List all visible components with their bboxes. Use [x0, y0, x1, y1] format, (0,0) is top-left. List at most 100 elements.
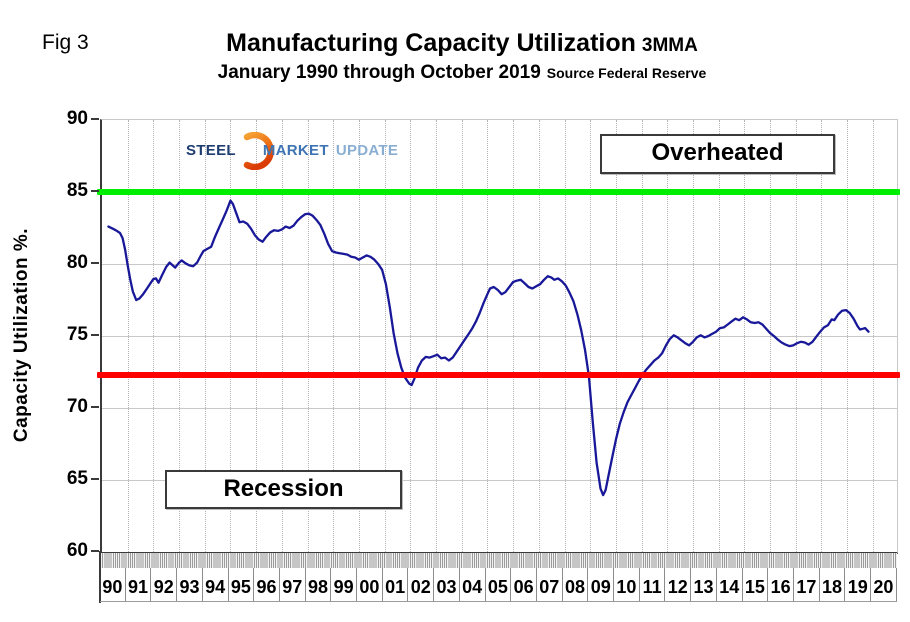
y-tick-85 — [91, 190, 99, 192]
v-gridline-2001 — [384, 120, 386, 552]
logo-crescent-icon — [243, 132, 274, 170]
y-tick-label-85: 85 — [66, 180, 88, 201]
y-axis-line-extension — [99, 551, 101, 603]
v-gridline-1997 — [281, 120, 283, 552]
v-gridline-2011 — [641, 120, 643, 552]
x-tick-label-18: 18 — [820, 568, 846, 601]
x-tick-label-95: 95 — [229, 568, 255, 601]
chart-title-main: Manufacturing Capacity Utilization — [226, 29, 636, 57]
v-gridline-1994 — [204, 120, 206, 552]
v-gridline-2010 — [615, 120, 617, 552]
x-tick-label-90: 90 — [100, 568, 126, 601]
v-gridline-2000 — [358, 120, 360, 552]
y-tick-label-75: 75 — [66, 324, 88, 345]
chart-title: Manufacturing Capacity Utilization 3MMA — [0, 29, 910, 58]
v-gridline-2008 — [564, 120, 566, 552]
y-tick-65 — [91, 478, 99, 480]
y-tick-80 — [91, 262, 99, 264]
h-gridline-70 — [102, 407, 897, 409]
x-tick-label-14: 14 — [717, 568, 743, 601]
v-gridline-2014 — [718, 120, 720, 552]
v-gridline-2009 — [590, 120, 592, 552]
v-gridline-2018 — [821, 120, 823, 552]
x-tick-label-99: 99 — [331, 568, 358, 601]
x-tick-label-15: 15 — [743, 568, 769, 601]
figure-label: Fig 3 — [42, 31, 89, 54]
y-tick-70 — [91, 406, 99, 408]
v-gridline-2003 — [436, 120, 438, 552]
y-tick-label-70: 70 — [66, 396, 88, 417]
logo-word-steel: STEEL — [186, 142, 236, 159]
v-gridline-2006 — [513, 120, 515, 552]
x-tick-label-20: 20 — [871, 568, 897, 601]
v-gridline-2012 — [667, 120, 669, 552]
x-tick-label-06: 06 — [511, 568, 537, 601]
x-tick-label-11: 11 — [640, 568, 666, 601]
x-tick-label-01: 01 — [383, 568, 409, 601]
x-axis-monthly-tick-band — [100, 553, 897, 568]
x-tick-label-05: 05 — [486, 568, 512, 601]
recession-label-box: Recession — [165, 470, 402, 509]
logo-word-market: MARKET — [262, 142, 329, 159]
v-gridline-2020 — [872, 120, 874, 552]
y-tick-label-80: 80 — [66, 252, 88, 273]
x-tick-label-12: 12 — [665, 568, 692, 601]
h-gridline-80 — [102, 263, 897, 265]
v-gridline-2019 — [847, 120, 849, 552]
y-tick-90 — [91, 118, 99, 120]
chart-subtitle: January 1990 through October 2019 Source … — [0, 62, 910, 84]
v-gridline-2016 — [770, 120, 772, 552]
h-gridline-75 — [102, 335, 897, 337]
v-gridline-1995 — [230, 120, 232, 552]
overheated-label-box: Overheated — [600, 134, 835, 174]
x-tick-label-07: 07 — [537, 568, 563, 601]
v-gridline-2017 — [795, 120, 797, 552]
x-tick-label-09: 09 — [588, 568, 615, 601]
recession-threshold-line — [97, 371, 900, 378]
logo-text: STEEL MARKET UPDATE — [186, 142, 398, 159]
y-tick-label-90: 90 — [66, 108, 88, 129]
v-gridline-2004 — [461, 120, 463, 552]
plot-area — [97, 119, 900, 554]
overheated-threshold-line — [97, 189, 900, 195]
x-tick-label-97: 97 — [280, 568, 306, 601]
v-gridline-2013 — [692, 120, 694, 552]
v-gridline-2007 — [538, 120, 540, 552]
y-tick-label-60: 60 — [66, 540, 88, 561]
x-tick-label-10: 10 — [614, 568, 640, 601]
x-tick-label-13: 13 — [691, 568, 717, 601]
y-tick-75 — [91, 334, 99, 336]
x-tick-label-16: 16 — [768, 568, 794, 601]
v-gridline-1999 — [333, 120, 335, 552]
series-line — [107, 199, 870, 497]
chart-title-suffix: 3MMA — [641, 35, 698, 56]
v-gridline-1996 — [256, 120, 258, 552]
x-tick-label-08: 08 — [563, 568, 589, 601]
x-tick-label-00: 00 — [357, 568, 383, 601]
v-gridline-2002 — [410, 120, 412, 552]
y-tick-label-65: 65 — [66, 468, 88, 489]
x-tick-label-04: 04 — [460, 568, 486, 601]
v-gridline-1998 — [307, 120, 309, 552]
chart-subtitle-source: Source Federal Reserve — [546, 65, 707, 81]
x-axis-label-row: 90 91 92 93 94 95 96 97 98 99 00 01 02 03 04 05 06 07 08 09… — [100, 568, 897, 602]
x-tick-label-91: 91 — [126, 568, 152, 601]
x-tick-label-96: 96 — [254, 568, 280, 601]
logo-word-update: UPDATE — [335, 142, 399, 159]
x-tick-label-02: 02 — [408, 568, 435, 601]
x-tick-label-03: 03 — [434, 568, 460, 601]
v-gridline-1991 — [127, 120, 129, 552]
x-tick-label-92: 92 — [151, 568, 178, 601]
capacity-utilization-line-svg — [107, 199, 870, 497]
x-tick-label-17: 17 — [794, 568, 820, 601]
v-gridline-2005 — [487, 120, 489, 552]
steel-market-update-logo: STEEL MARKET UPDATE — [186, 132, 398, 170]
y-tick-60 — [91, 550, 99, 552]
x-tick-label-98: 98 — [306, 568, 332, 601]
x-tick-label-19: 19 — [845, 568, 872, 601]
y-axis-title: Capacity Utilization %. — [11, 227, 32, 443]
x-tick-label-94: 94 — [203, 568, 229, 601]
h-gridline-65 — [102, 479, 897, 481]
chart-subtitle-range: January 1990 through October 2019 — [217, 62, 541, 83]
